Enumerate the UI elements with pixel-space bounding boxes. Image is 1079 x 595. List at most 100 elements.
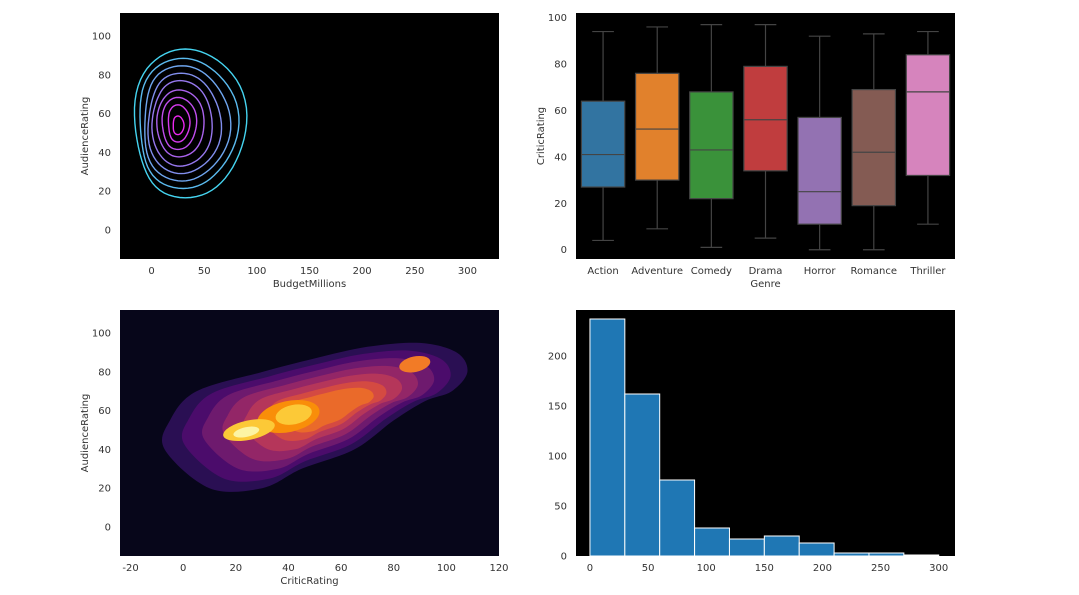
x-tick-label: 100 bbox=[437, 563, 456, 574]
x-tick-label: 150 bbox=[755, 563, 774, 574]
box-iqr bbox=[851, 88, 897, 207]
x-axis-label: Genre bbox=[750, 279, 780, 290]
y-tick-label: 100 bbox=[92, 32, 111, 43]
contour-level bbox=[172, 115, 185, 136]
y-tick-label: 20 bbox=[98, 484, 111, 495]
x-tick-label: 150 bbox=[300, 266, 319, 277]
box-iqr bbox=[905, 54, 951, 177]
x-tick-label: 300 bbox=[458, 266, 477, 277]
box-comedy bbox=[689, 24, 734, 248]
x-tick-label: 200 bbox=[353, 266, 372, 277]
contour-level bbox=[156, 89, 205, 158]
density-peak bbox=[399, 355, 431, 373]
y-tick-label: 80 bbox=[554, 60, 567, 71]
histogram-bar bbox=[589, 318, 626, 557]
plot-area bbox=[120, 13, 499, 259]
x-tick-label: Action bbox=[587, 266, 618, 277]
y-tick-label: 100 bbox=[548, 13, 567, 24]
x-tick-label: Adventure bbox=[631, 266, 683, 277]
density-peak bbox=[275, 404, 312, 425]
y-tick-label: 20 bbox=[98, 187, 111, 198]
box-adventure bbox=[634, 26, 680, 230]
box-iqr bbox=[797, 116, 842, 225]
contour-level bbox=[151, 79, 213, 167]
y-tick-label: 200 bbox=[548, 352, 567, 363]
y-tick-label: 100 bbox=[92, 329, 111, 340]
y-axis-label: AudienceRating bbox=[80, 394, 91, 473]
histogram-bar bbox=[833, 552, 870, 557]
y-tick-label: 0 bbox=[561, 245, 567, 256]
y-tick-label: 60 bbox=[554, 106, 567, 117]
x-tick-label: Thriller bbox=[909, 266, 946, 277]
histogram-bar bbox=[659, 479, 696, 557]
x-tick-label: Romance bbox=[851, 266, 897, 277]
x-tick-label: 0 bbox=[180, 563, 186, 574]
box-horror bbox=[797, 35, 842, 251]
x-tick-label: 250 bbox=[871, 563, 890, 574]
y-tick-label: 150 bbox=[548, 402, 567, 413]
x-tick-label: 50 bbox=[642, 563, 655, 574]
density-peak bbox=[233, 426, 260, 438]
x-tick-label: 40 bbox=[282, 563, 295, 574]
box-romance bbox=[851, 33, 897, 251]
y-axis-label: CriticRating bbox=[536, 107, 547, 165]
contour-level bbox=[161, 96, 198, 151]
y-tick-label: 40 bbox=[98, 445, 111, 456]
x-tick-label: 300 bbox=[929, 563, 948, 574]
contour-level bbox=[133, 48, 248, 199]
y-tick-label: 50 bbox=[554, 502, 567, 513]
x-tick-label: 60 bbox=[335, 563, 348, 574]
x-tick-label: Drama bbox=[749, 266, 783, 277]
y-tick-label: 80 bbox=[98, 367, 111, 378]
box-iqr bbox=[743, 65, 788, 172]
budget-histogram-chart: 0 50 100 150 200 0 50 100 150 200 250 300 bbox=[548, 310, 955, 574]
y-tick-label: 20 bbox=[554, 199, 567, 210]
x-tick-label: 80 bbox=[387, 563, 400, 574]
x-tick-label: 200 bbox=[813, 563, 832, 574]
y-tick-label: 0 bbox=[105, 522, 111, 533]
x-axis-label: CriticRating bbox=[280, 576, 338, 587]
y-tick-label: 100 bbox=[548, 452, 567, 463]
box-action bbox=[580, 30, 626, 242]
x-tick-label: 250 bbox=[405, 266, 424, 277]
x-tick-label: 50 bbox=[198, 266, 211, 277]
box-drama bbox=[743, 24, 788, 239]
histogram-bar bbox=[624, 393, 661, 557]
box-iqr bbox=[580, 100, 626, 188]
y-tick-label: 40 bbox=[98, 148, 111, 159]
contour-level bbox=[139, 57, 240, 190]
y-tick-label: 40 bbox=[554, 152, 567, 163]
histogram-bar bbox=[728, 538, 765, 557]
y-tick-label: 60 bbox=[98, 109, 111, 120]
y-tick-label: 0 bbox=[105, 225, 111, 236]
histogram-bar bbox=[798, 542, 835, 557]
histogram-bar bbox=[868, 552, 905, 557]
box-iqr bbox=[689, 91, 734, 200]
x-tick-label: -20 bbox=[122, 563, 138, 574]
contour-level bbox=[147, 72, 223, 175]
x-tick-label: Comedy bbox=[691, 266, 732, 277]
x-axis-label: BudgetMillions bbox=[273, 279, 346, 290]
x-tick-label: 0 bbox=[587, 563, 593, 574]
x-tick-label: 100 bbox=[697, 563, 716, 574]
y-axis-label: AudienceRating bbox=[80, 97, 91, 176]
x-tick-label: 100 bbox=[247, 266, 266, 277]
box-thriller bbox=[905, 30, 951, 225]
histogram-bar bbox=[763, 535, 800, 557]
contour-level bbox=[144, 65, 232, 182]
y-tick-label: 60 bbox=[98, 406, 111, 417]
x-tick-label: 120 bbox=[489, 563, 508, 574]
histogram-bar bbox=[694, 527, 730, 557]
y-tick-label: 80 bbox=[98, 70, 111, 81]
critic-audience-density-chart: 0 20 40 60 80 100 -20 0 20 40 60 80 100 120 CriticRati… bbox=[80, 310, 509, 587]
x-tick-label: 0 bbox=[148, 266, 154, 277]
budget-audience-contour-chart: 0 20 40 60 80 100 0 50 100 150 200 250 300 BudgetMill… bbox=[80, 13, 499, 290]
box-iqr bbox=[634, 72, 680, 181]
y-tick-label: 0 bbox=[561, 552, 567, 563]
genre-critic-box-chart: 0 20 40 60 80 100 Action Adventure Comedy Drama Ho… bbox=[536, 13, 955, 290]
histogram-bar bbox=[903, 554, 940, 557]
x-tick-label: Horror bbox=[804, 266, 837, 277]
contour-level bbox=[167, 104, 191, 143]
x-tick-label: 20 bbox=[229, 563, 242, 574]
